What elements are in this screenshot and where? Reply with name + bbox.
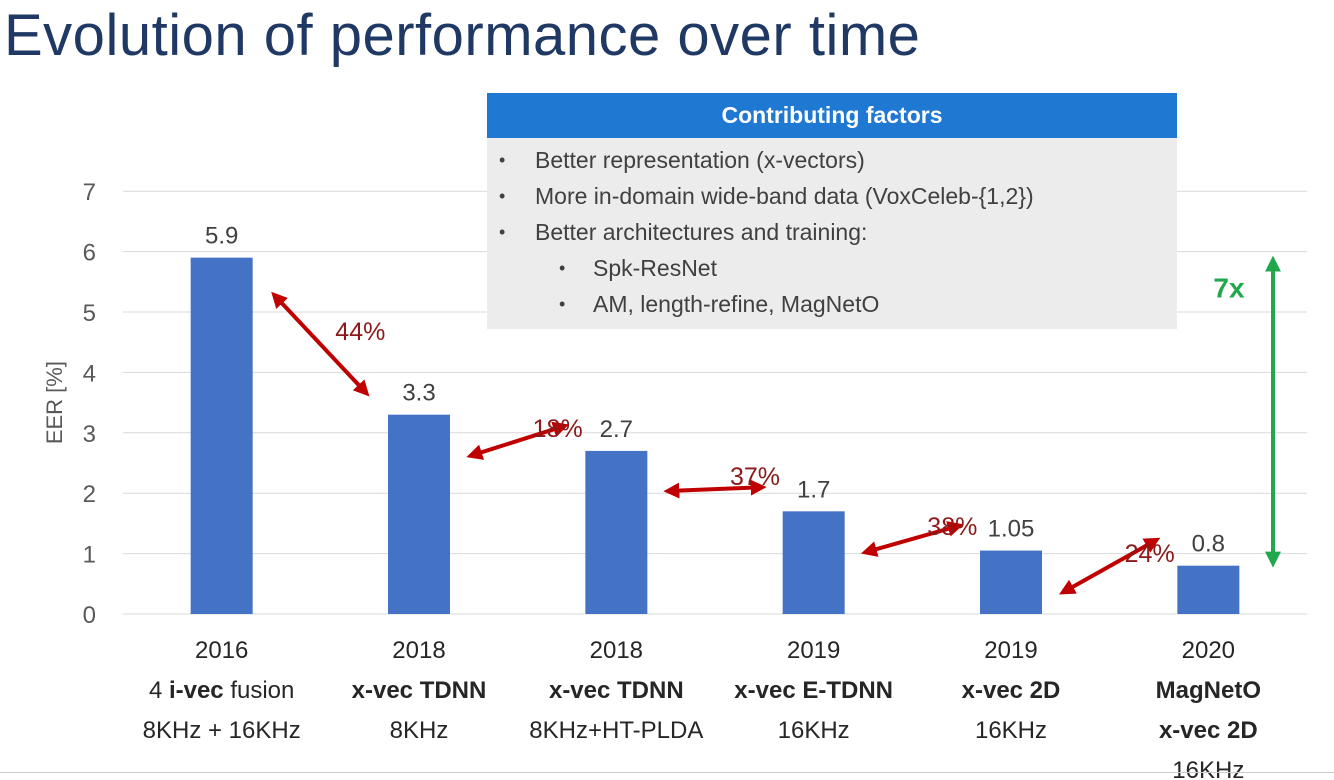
y-tick-label: 0 [83,602,96,629]
contributing-factors-box: Contributing factors • Better representat… [487,93,1177,329]
bullet-icon: • [499,222,506,242]
y-tick-label: 7 [83,179,96,206]
x-tick-label-part: x-vec 2D [962,677,1061,704]
x-tick-label: 16KHz [1172,757,1244,780]
bullet-icon: • [499,150,506,170]
x-tick-label: 2019 [787,637,840,664]
x-tick-label-part: 2018 [392,637,445,664]
factor-text: More in-domain wide-band data (VoxCeleb-… [535,183,1034,209]
x-tick-label-part: 16KHz [975,717,1047,744]
improvement-arrow [466,421,569,460]
x-tick-label-part: 8KHz + 16KHz [143,717,301,744]
x-tick-label-part: 2019 [787,637,840,664]
x-tick-label-part: MagNetO [1156,677,1261,704]
y-tick-label: 1 [83,542,96,569]
x-tick-label: 2018 [590,637,643,664]
contributing-factors-list: • Better representation (x-vectors) • More… [487,138,1177,322]
x-tick-label: 8KHz + 16KHz [143,717,301,744]
x-tick-label-part: i-vec [169,677,224,704]
x-tick-label: 2016 [195,637,248,664]
bar [980,550,1042,614]
x-tick-label: x-vec 2D [1159,717,1258,744]
bar [782,511,845,614]
x-tick-label: 16KHz [778,717,850,744]
x-tick-label: 8KHz [390,717,449,744]
x-tick-label-part: x-vec TDNN [352,677,487,704]
bar-value-label: 1.7 [797,476,830,503]
improvement-arrow [860,521,964,557]
factor-item: • More in-domain wide-band data (VoxCeleb… [487,178,1177,214]
bar [1177,565,1240,614]
x-tick-label-part: 2020 [1182,637,1235,664]
x-tick-label-part: x-vec 2D [1159,717,1258,744]
x-tick-label-part: 2018 [590,637,643,664]
x-tick-label-part: 8KHz+HT-PLDA [529,717,703,744]
bar-value-label: 2.7 [600,416,633,443]
factor-text: Better representation (x-vectors) [535,147,865,173]
overall-improvement-label: 7x [1213,273,1245,304]
x-tick-label: 16KHz [975,717,1047,744]
x-tick-label: x-vec TDNN [352,677,487,704]
y-tick-label: 2 [83,481,96,508]
x-tick-label-part: fusion [224,677,295,704]
factor-item: • Better representation (x-vectors) [487,142,1177,178]
slide-bottom-divider [0,772,1334,773]
improvement-label: 38% [927,513,977,541]
bar-value-label: 5.9 [205,223,238,250]
factor-item: • Better architectures and training: [487,214,1177,250]
y-axis-label: EER [%] [42,361,67,444]
bar [585,450,648,614]
x-tick-label: 2019 [984,637,1037,664]
x-tick-label-part: 2019 [984,637,1037,664]
slide-title: Evolution of performance over time [4,3,921,68]
bar-value-label: 1.05 [988,516,1035,543]
improvement-label: 18% [533,415,583,443]
y-tick-label: 4 [83,360,96,387]
improvement-label: 37% [730,463,780,491]
x-tick-label-part: x-vec E-TDNN [734,677,893,704]
x-tick-label: x-vec 2D [962,677,1061,704]
x-tick-label: x-vec TDNN [549,677,684,704]
x-tick-label-part: 8KHz [390,717,449,744]
x-tick-label-part: 16KHz [778,717,850,744]
x-tick-label-part: 16KHz [1172,757,1244,780]
y-tick-label: 5 [83,300,96,327]
factor-text: Spk-ResNet [593,255,717,281]
improvement-arrow [663,479,767,499]
factor-subitem: • Spk-ResNet [487,250,1177,286]
x-tick-label-part: 4 [149,677,169,704]
improvement-arrow [1059,537,1161,595]
contributing-factors-header: Contributing factors [487,93,1177,138]
improvement-arrow [271,291,370,397]
bar-value-label: 0.8 [1192,531,1225,558]
improvement-label: 44% [335,318,385,346]
x-tick-label-part: 2016 [195,637,248,664]
bullet-icon: • [559,294,566,314]
x-tick-label-part: x-vec TDNN [549,677,684,704]
improvement-label: 24% [1125,540,1175,568]
bullet-icon: • [499,186,506,206]
factor-subitem: • AM, length-refine, MagNetO [487,286,1177,322]
bar [190,257,253,614]
x-tick-label: 4 i-vec fusion [149,677,294,704]
bullet-icon: • [559,258,566,278]
y-tick-label: 3 [83,421,96,448]
factor-text: Better architectures and training: [535,219,868,245]
x-tick-label: x-vec E-TDNN [734,677,893,704]
x-tick-label: 2020 [1182,637,1235,664]
bar [388,414,450,614]
x-tick-label: MagNetO [1156,677,1261,704]
x-tick-label: 8KHz+HT-PLDA [529,717,703,744]
x-tick-label: 2018 [392,637,445,664]
factor-text: AM, length-refine, MagNetO [593,291,880,317]
y-tick-label: 6 [83,240,96,267]
bar-value-label: 3.3 [402,380,435,407]
